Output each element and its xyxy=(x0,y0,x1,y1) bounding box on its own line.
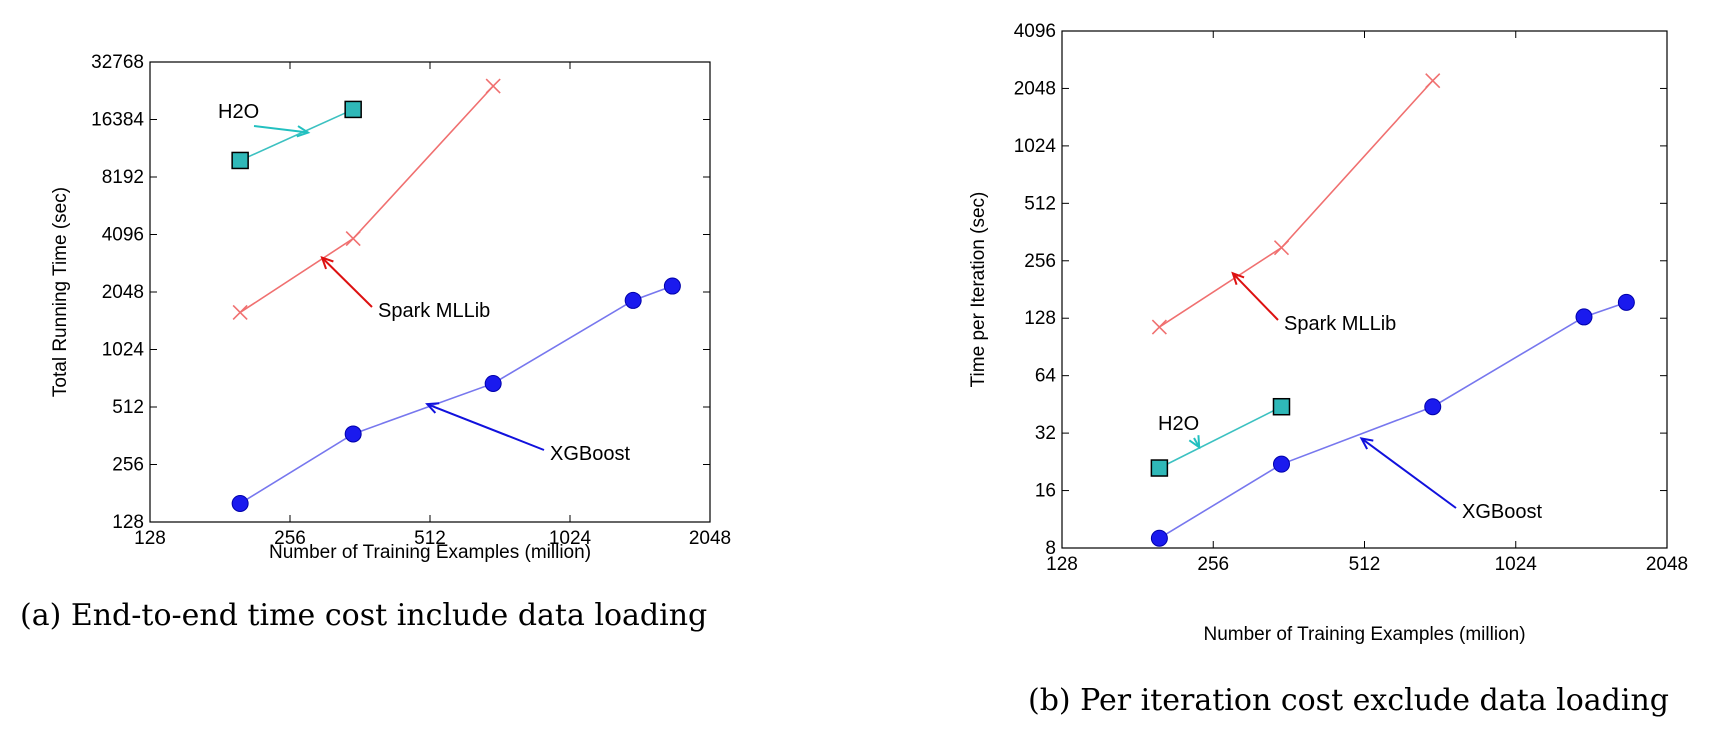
annotation-arrowhead xyxy=(1231,271,1245,286)
annotation-arrowhead xyxy=(320,255,334,270)
x-tick-label: 512 xyxy=(414,528,446,549)
annotation-arrow xyxy=(253,125,309,134)
data-point xyxy=(345,231,361,247)
x-tick-label: 128 xyxy=(1046,554,1078,575)
y-tick-label: 512 xyxy=(1024,193,1056,214)
series-xgboost xyxy=(1150,293,1635,547)
x-axis-label: Number of Training Examples (million) xyxy=(1203,624,1525,645)
annotation-label: XGBoost xyxy=(550,443,630,465)
series-line xyxy=(1158,301,1627,539)
annotation-arrowhead xyxy=(1188,435,1201,450)
y-tick-label: 512 xyxy=(112,397,144,418)
data-point xyxy=(1151,319,1167,335)
y-tick-label: 4096 xyxy=(102,225,144,246)
annotation-arrow xyxy=(1232,272,1279,321)
data-point xyxy=(1272,455,1290,473)
y-axis-label: Time per Iteration (sec) xyxy=(968,192,989,388)
data-point xyxy=(485,78,501,94)
x-tick-label: 256 xyxy=(274,528,306,549)
y-tick-label: 32768 xyxy=(91,52,144,73)
figure-caption: (b) Per iteration cost exclude data load… xyxy=(1028,683,1669,718)
y-tick-label: 16384 xyxy=(91,110,144,131)
y-tick-label: 32 xyxy=(1035,423,1056,444)
data-point xyxy=(231,494,249,512)
series-h2o xyxy=(1150,397,1291,477)
y-tick-label: 64 xyxy=(1035,366,1057,387)
annotation-arrowhead xyxy=(296,125,311,138)
series-line xyxy=(239,108,354,162)
annotation-label: Spark MLLib xyxy=(378,300,490,322)
data-point xyxy=(663,277,681,295)
annotation-arrowhead xyxy=(1359,437,1374,450)
data-point xyxy=(1272,397,1291,416)
y-tick-label: 128 xyxy=(1024,308,1056,329)
series-xgboost xyxy=(231,277,681,512)
annotation-arrowhead xyxy=(425,402,440,414)
annotation-label: H2O xyxy=(218,101,259,123)
x-tick-label: 2048 xyxy=(1646,554,1688,575)
x-tick-label: 1024 xyxy=(549,528,592,549)
chart-b: 128 256 512 1024 2048 8 16 32 64 128 256 512 1024 204… xyxy=(968,21,1688,718)
chart-a: 128 256 512 1024 2048 128 256 512 1024 2048 4096 81… xyxy=(20,52,731,633)
annotation-label: Spark MLLib xyxy=(1284,313,1396,335)
x-axis-label: Number of Training Examples (million) xyxy=(269,542,591,563)
data-point xyxy=(1425,73,1441,89)
y-tick-label: 8192 xyxy=(102,167,144,188)
data-point xyxy=(1150,529,1168,547)
data-point xyxy=(232,304,248,321)
series-spark-mllib xyxy=(1151,73,1441,335)
annotation-label: H2O xyxy=(1158,413,1199,435)
y-tick-label: 2048 xyxy=(102,282,144,303)
x-tick-label: 2048 xyxy=(689,528,731,549)
data-point xyxy=(1150,459,1169,477)
annotation-arrow xyxy=(426,403,545,451)
data-point xyxy=(231,151,249,170)
data-point xyxy=(344,100,362,119)
annotation-arrow xyxy=(1360,437,1457,509)
y-tick-label: 4096 xyxy=(1014,21,1056,42)
y-tick-label: 256 xyxy=(112,455,144,476)
data-point xyxy=(624,291,642,309)
y-tick-label: 8 xyxy=(1045,538,1056,559)
data-point xyxy=(1424,398,1442,416)
x-tick-label: 128 xyxy=(134,528,166,549)
y-tick-label: 2048 xyxy=(1014,78,1056,99)
annotation-arrow xyxy=(321,256,373,308)
series-line xyxy=(239,85,494,314)
y-tick-label: 1024 xyxy=(102,340,145,361)
y-tick-label: 128 xyxy=(112,512,144,533)
series-line xyxy=(1159,406,1282,469)
series-h2o xyxy=(231,100,362,170)
data-point xyxy=(1273,240,1290,256)
x-tick-label: 512 xyxy=(1349,554,1381,575)
annotation-label: XGBoost xyxy=(1462,501,1542,523)
y-tick-label: 1024 xyxy=(1014,136,1057,157)
data-point xyxy=(1575,308,1593,326)
y-tick-label: 16 xyxy=(1035,481,1056,502)
data-point xyxy=(344,425,362,443)
y-tick-label: 256 xyxy=(1024,251,1056,272)
x-tick-label: 256 xyxy=(1197,554,1229,575)
series-line xyxy=(1158,80,1434,328)
data-point xyxy=(484,374,502,392)
x-tick-label: 1024 xyxy=(1495,554,1538,575)
series-spark-mllib xyxy=(232,78,501,321)
y-axis-label: Total Running Time (sec) xyxy=(50,187,71,397)
data-point xyxy=(1617,293,1635,311)
figure-caption: (a) End-to-end time cost include data lo… xyxy=(20,598,707,633)
